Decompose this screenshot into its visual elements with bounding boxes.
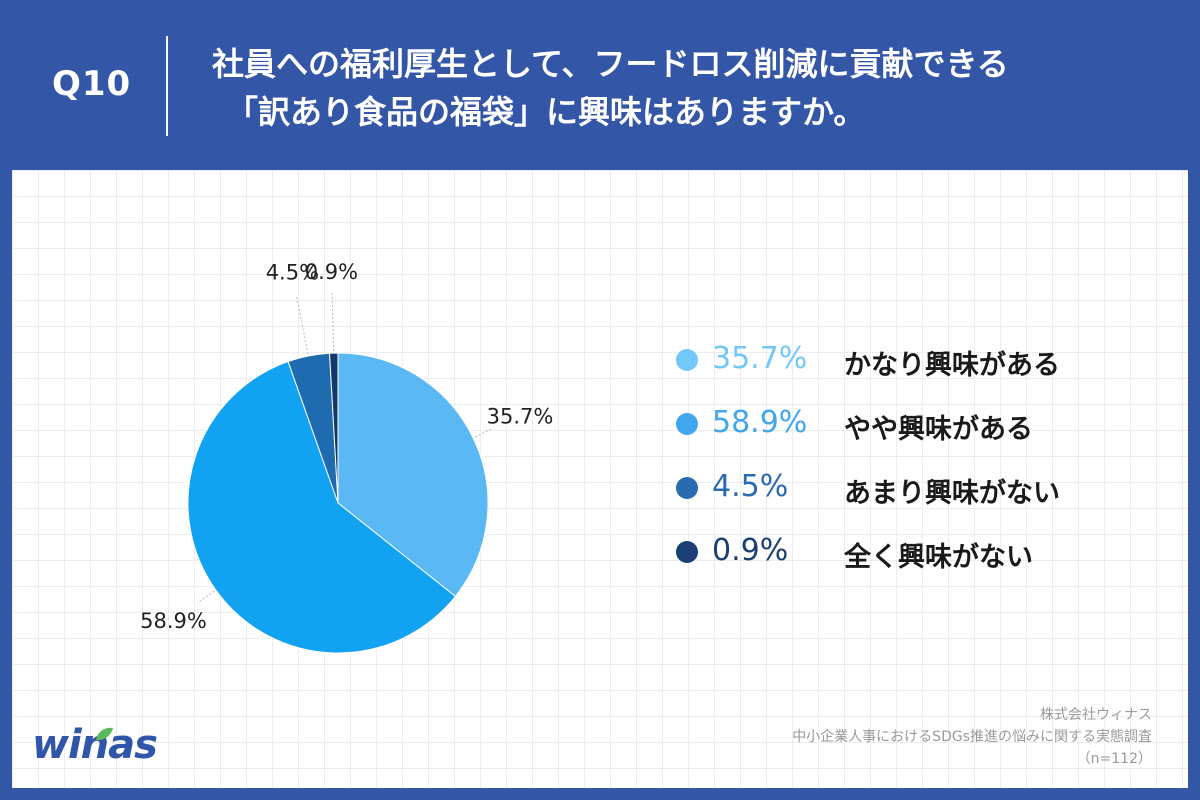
legend-label: あまり興味がない (844, 478, 1060, 509)
pie-slice (187, 360, 457, 654)
data-label: 35.7% (487, 404, 554, 428)
leader-line (474, 427, 494, 438)
chart-legend: 35.7% かなり興味がある 58.9% やや興味がある 4.5% あまり興味が… (662, 335, 1122, 591)
credit-company: 株式会社ウィナス (1040, 707, 1152, 723)
header-divider (166, 36, 168, 136)
leaf-icon (96, 727, 113, 741)
legend-label: 全く興味がない (844, 542, 1033, 573)
pie-slice (328, 352, 339, 504)
pie-chart: 35.7% 58.9% 4.5%0.9% (140, 260, 554, 654)
legend-percent: 58.9% (712, 405, 808, 440)
legend-label: かなり興味がある (844, 350, 1060, 381)
chart-card: 35.7% 58.9% 4.5% 0.9% 35.7% かなり興味がある 58.9% … (12, 170, 1188, 788)
data-label: 0.9% (305, 260, 358, 284)
legend-percent: 35.7% (712, 341, 808, 376)
legend-label: やや興味がある (844, 414, 1033, 445)
legend-percent: 4.5% (712, 469, 789, 504)
question-number: Q10 (52, 64, 132, 104)
legend-dot (676, 413, 698, 435)
legend-item: 0.9% 全く興味がない (662, 527, 1122, 591)
legend-dot (676, 541, 698, 563)
leader-line (295, 295, 309, 355)
credit-block: 株式会社ウィナス 中小企業人事におけるSDGs推進の悩みに関する実態調査 （n=… (792, 704, 1152, 770)
legend-dot (676, 349, 698, 371)
leader-line (331, 291, 335, 352)
legend-dot (676, 477, 698, 499)
data-label: 58.9% (140, 609, 207, 633)
pie-slice (337, 352, 489, 598)
header: Q10 社員への福利厚生として、フードロス削減に貢献できる 「訳あり食品の福袋」… (0, 0, 1200, 170)
leader-line (197, 590, 215, 604)
legend-percent: 0.9% (712, 533, 789, 568)
data-label: 4.5% (266, 261, 319, 285)
question-text: 社員への福利厚生として、フードロス削減に貢献できる 「訳あり食品の福袋」に興味は… (212, 40, 1172, 136)
credit-sample-size: （n=112） (1076, 751, 1152, 767)
question-line-2: 「訳あり食品の福袋」に興味はありますか。 (226, 93, 866, 131)
winas-logo: winas (32, 722, 158, 768)
legend-item: 58.9% やや興味がある (662, 399, 1122, 463)
legend-item: 35.7% かなり興味がある (662, 335, 1122, 399)
question-line-1: 社員への福利厚生として、フードロス削減に貢献できる (212, 45, 1009, 83)
credit-survey: 中小企業人事におけるSDGs推進の悩みに関する実態調査 (792, 729, 1152, 745)
legend-item: 4.5% あまり興味がない (662, 463, 1122, 527)
